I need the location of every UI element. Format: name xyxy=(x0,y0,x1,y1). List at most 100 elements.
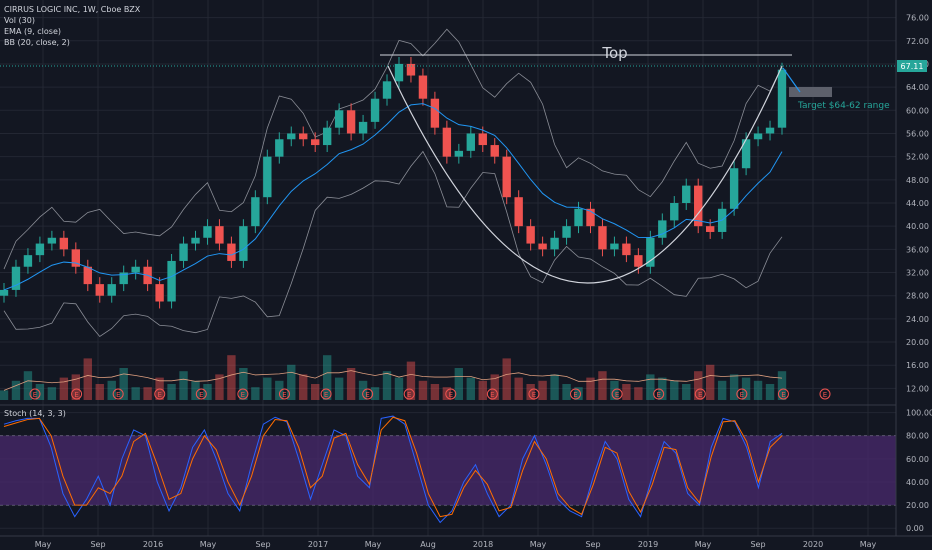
legend: CIRRUS LOGIC INC, 1W, Cboe BZX Vol (30) … xyxy=(4,4,140,48)
candle-body xyxy=(586,208,595,227)
stoch-tick-label: 60.00 xyxy=(906,455,929,464)
candle-body xyxy=(299,133,308,140)
earnings-marker xyxy=(112,388,124,400)
candle-body xyxy=(119,272,128,285)
volume-bar xyxy=(694,371,703,400)
volume-bar xyxy=(586,377,595,400)
volume-bar xyxy=(263,377,272,400)
candle-body xyxy=(406,63,416,76)
price-tick-label: 12.00 xyxy=(906,384,929,393)
volume-bar xyxy=(538,380,547,400)
volume-bar xyxy=(741,377,751,400)
volume-bar xyxy=(358,380,368,400)
earnings-label: E xyxy=(740,391,744,399)
volume-bar xyxy=(777,371,787,400)
time-tick-label: 2020 xyxy=(803,540,823,549)
earnings-label: E xyxy=(74,391,78,399)
volume-bar xyxy=(574,387,583,400)
candle-body xyxy=(454,150,464,157)
candle-body xyxy=(167,260,176,302)
candle-body xyxy=(490,145,499,157)
time-tick-label: Sep xyxy=(750,540,765,549)
earnings-marker xyxy=(278,388,290,400)
earnings-label: E xyxy=(116,391,120,399)
candle-body xyxy=(622,243,631,256)
earnings-label: E xyxy=(615,391,619,399)
earnings-marker xyxy=(445,388,457,400)
volume-bar xyxy=(311,384,320,400)
bb-upper xyxy=(3,28,783,270)
volume-bar xyxy=(287,364,296,400)
stoch-tick-label: 40.00 xyxy=(906,478,929,487)
earnings-label: E xyxy=(199,391,203,399)
earnings-label: E xyxy=(241,391,245,399)
candle-body xyxy=(155,284,164,302)
candle-body xyxy=(646,237,655,267)
earnings-label: E xyxy=(282,391,286,399)
candle-body xyxy=(430,98,440,128)
volume-bar xyxy=(0,390,9,400)
volume-bar xyxy=(131,387,140,400)
candle-body xyxy=(179,243,188,261)
bollinger-bands xyxy=(3,28,783,338)
volume-bar xyxy=(239,368,248,400)
earnings-marker xyxy=(611,388,623,400)
volume-bar xyxy=(346,368,356,400)
stoch-k-line xyxy=(3,415,783,524)
price-tag-text: 67.11 xyxy=(901,62,924,71)
candle-body xyxy=(0,289,9,296)
volume-bar xyxy=(23,371,33,400)
volume-bar xyxy=(215,374,224,400)
stoch-axis[interactable]: 0.00 20.00 40.00 60.00 80.00 100.00 xyxy=(906,409,932,534)
volume-bar xyxy=(550,374,559,400)
earnings-marker xyxy=(570,388,582,400)
time-tick-label: Aug xyxy=(420,540,436,549)
price-tick-label: 52.00 xyxy=(906,153,929,162)
legend-ema[interactable]: EMA (9, close) xyxy=(4,27,61,36)
volume-bar xyxy=(382,371,392,400)
earnings-label: E xyxy=(365,391,369,399)
stoch-legend[interactable]: Stoch (14, 3, 3) xyxy=(4,409,66,418)
volume-bar xyxy=(47,387,57,400)
candle-body xyxy=(203,226,212,238)
volume-bar xyxy=(299,374,308,400)
candle-body xyxy=(466,133,475,151)
bb-lower xyxy=(3,150,783,338)
candle-body xyxy=(59,237,69,250)
candle-body xyxy=(598,226,607,250)
earnings-label: E xyxy=(573,391,577,399)
earnings-marker xyxy=(694,388,706,400)
earnings-marker xyxy=(362,388,374,400)
time-axis[interactable]: May Sep 2016 May Sep 2017 May Aug 2018 May Sep 2019… xyxy=(35,540,877,549)
stoch-tick-label: 100.00 xyxy=(906,409,932,418)
earnings-marker xyxy=(195,388,207,400)
top-label: Top xyxy=(601,44,627,62)
volume-bar xyxy=(466,377,475,400)
target-label: Target $64-62 range xyxy=(797,101,890,111)
candle-body xyxy=(334,110,344,128)
volume-bar xyxy=(334,377,344,400)
stoch-band xyxy=(0,435,896,506)
legend-symbol[interactable]: CIRRUS LOGIC INC, 1W, Cboe BZX xyxy=(4,5,141,14)
volume-bar xyxy=(167,384,176,400)
stoch-tick-label: 20.00 xyxy=(906,501,929,510)
volume-bar xyxy=(502,358,511,400)
earnings-label: E xyxy=(33,391,37,399)
time-tick-label: May xyxy=(530,540,547,549)
stoch-tick-label: 0.00 xyxy=(906,524,924,533)
volume-ma-line xyxy=(3,370,783,391)
candle-body xyxy=(370,98,380,122)
volume-bar xyxy=(705,364,715,400)
earnings-marker xyxy=(403,388,415,400)
price-axis[interactable]: 12.00 16.00 20.00 24.00 28.00 32.00 36.00 40.00… xyxy=(906,14,929,394)
legend-bb[interactable]: BB (20, close, 2) xyxy=(4,38,70,47)
earnings-label: E xyxy=(781,391,785,399)
volume-bar xyxy=(514,377,523,400)
candle-body xyxy=(227,243,236,261)
candle-body xyxy=(275,139,284,157)
earnings-label: E xyxy=(532,391,536,399)
earnings-label: E xyxy=(407,391,411,399)
legend-vol[interactable]: Vol (30) xyxy=(4,16,35,25)
earnings-marker xyxy=(71,388,83,400)
